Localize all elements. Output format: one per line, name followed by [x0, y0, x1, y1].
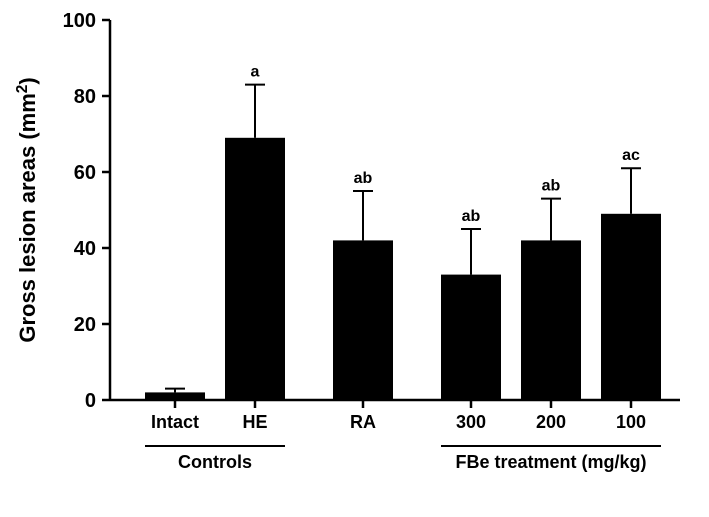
significance-annotation: a: [251, 64, 260, 81]
y-tick-label: 40: [74, 238, 96, 260]
bar: [601, 214, 661, 400]
significance-annotation: ab: [542, 178, 561, 195]
bar: [441, 275, 501, 400]
bar: [521, 240, 581, 400]
significance-annotation: ac: [622, 147, 640, 164]
group-label: Controls: [178, 452, 252, 472]
x-category-label: 100: [616, 412, 646, 432]
lesion-bar-chart: 0 20 40 60 80 100 Gross lesion areas (mm2) Inta…: [0, 0, 709, 517]
chart-svg: 0 20 40 60 80 100 Gross lesion areas (mm2) Inta…: [0, 0, 709, 517]
y-tick-label: 0: [85, 390, 96, 412]
bar: [225, 138, 285, 400]
x-category-label: RA: [350, 412, 376, 432]
group-label: FBe treatment (mg/kg): [455, 452, 646, 472]
y-tick-label: 20: [74, 314, 96, 336]
y-tick-label: 60: [74, 162, 96, 184]
significance-annotation: ab: [462, 208, 481, 225]
y-tick-label: 80: [74, 86, 96, 108]
x-category-label: Intact: [151, 412, 199, 432]
x-category-label: 200: [536, 412, 566, 432]
x-category-label: HE: [242, 412, 267, 432]
x-category-label: 300: [456, 412, 486, 432]
bar: [145, 392, 205, 400]
significance-annotation: ab: [354, 170, 373, 187]
y-tick-label: 100: [63, 10, 96, 32]
bar: [333, 240, 393, 400]
y-axis-label: Gross lesion areas (mm2): [14, 77, 41, 342]
